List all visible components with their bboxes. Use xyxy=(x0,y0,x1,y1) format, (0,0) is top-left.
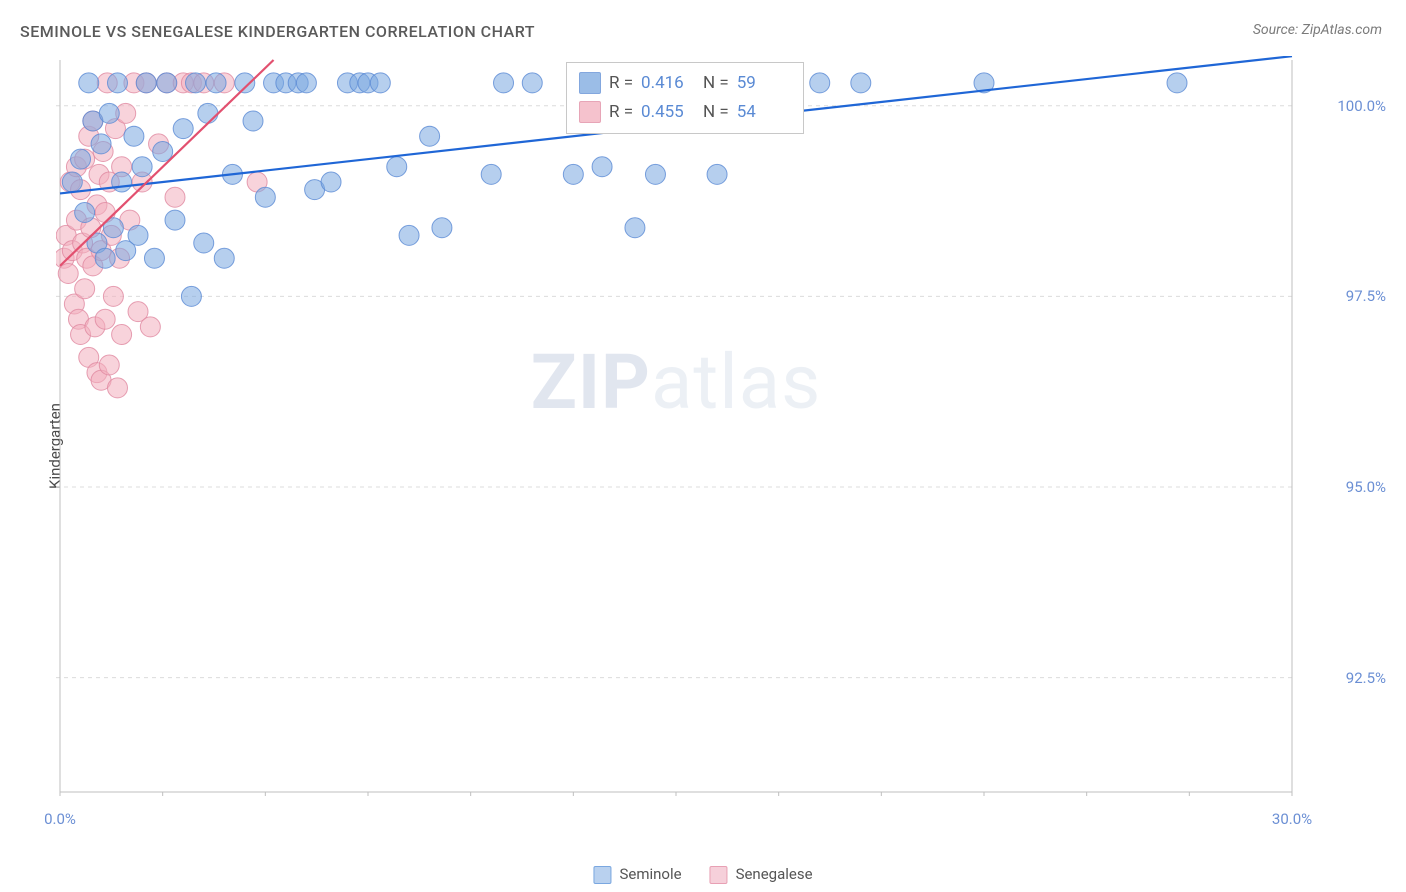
stats-swatch xyxy=(579,72,601,94)
scatter-chart xyxy=(56,56,1296,796)
legend-swatch xyxy=(710,866,728,884)
x-tick-label: 0.0% xyxy=(44,810,76,888)
plot-area: ZIPatlas xyxy=(56,56,1296,796)
chart-title: SEMINOLE VS SENEGALESE KINDERGARTEN CORR… xyxy=(20,22,535,41)
stats-r-value: 0.455 xyxy=(641,98,695,127)
legend-swatch xyxy=(593,866,611,884)
stats-r-label: R = xyxy=(609,69,633,98)
y-tick-label: 97.5% xyxy=(1346,287,1386,305)
bottom-legend: Seminole Senegalese xyxy=(593,865,812,884)
y-tick-label: 92.5% xyxy=(1346,669,1386,687)
legend-label: Seminole xyxy=(619,865,681,883)
stats-n-value: 54 xyxy=(737,98,791,127)
y-tick-label: 95.0% xyxy=(1346,478,1386,496)
stats-row: R = 0.416 N = 59 xyxy=(579,69,791,98)
legend-item: Senegalese xyxy=(710,865,813,884)
legend-label: Senegalese xyxy=(736,865,813,883)
y-tick-label: 100.0% xyxy=(1337,97,1386,115)
x-tick-label: 30.0% xyxy=(1272,810,1312,888)
stats-swatch xyxy=(579,101,601,123)
correlation-stats-box: R = 0.416 N = 59 R = 0.455 N = 54 xyxy=(566,62,804,134)
legend-item: Seminole xyxy=(593,865,681,884)
stats-n-label: N = xyxy=(703,69,729,98)
stats-r-label: R = xyxy=(609,98,633,127)
source-label: Source: ZipAtlas.com xyxy=(1253,22,1382,38)
stats-r-value: 0.416 xyxy=(641,69,695,98)
stats-n-label: N = xyxy=(703,98,729,127)
stats-n-value: 59 xyxy=(737,69,791,98)
stats-row: R = 0.455 N = 54 xyxy=(579,98,791,127)
